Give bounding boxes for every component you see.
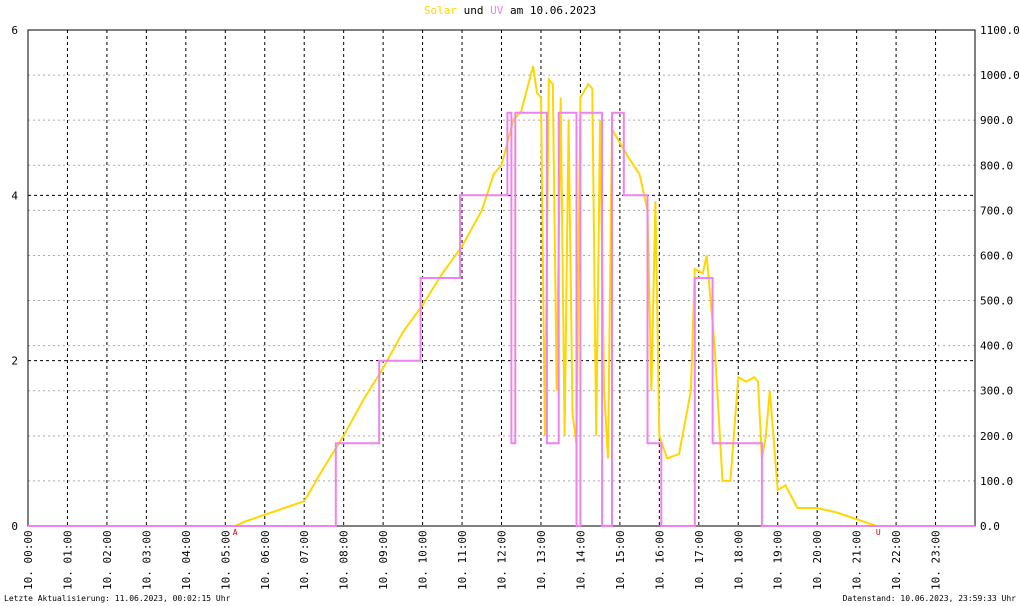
annotation: U (876, 528, 881, 537)
footer-left: Letzte Aktualisierung: 11.06.2023, 00:02… (4, 594, 231, 603)
y-tick-label: 4 (11, 189, 18, 202)
x-tick-label: 10. 04:00 (180, 530, 193, 590)
x-tick-label: 10. 12:00 (496, 530, 509, 590)
title-uv: UV (490, 4, 504, 17)
x-tick-label: 10. 10:00 (417, 530, 430, 590)
y2-tick-label: 700.0 (980, 204, 1013, 217)
x-tick-label: 10. 08:00 (338, 530, 351, 590)
title-date: am 10.06.2023 (510, 4, 596, 17)
y2-tick-label: 800.0 (980, 159, 1013, 172)
x-tick-label: 10. 16:00 (653, 530, 666, 590)
y2-tick-label: 1100.0 (980, 24, 1020, 37)
y2-tick-label: 600.0 (980, 249, 1013, 262)
x-tick-label: 10. 05:00 (219, 530, 232, 590)
x-tick-label: 10. 06:00 (259, 530, 272, 590)
y-tick-label: 6 (11, 24, 18, 37)
x-tick-label: 10. 19:00 (772, 530, 785, 590)
title-solar: Solar (424, 4, 457, 17)
chart-title: Solar und UV am 10.06.2023 (424, 4, 596, 17)
y-tick-label: 2 (11, 355, 18, 368)
plot-frame (27, 29, 976, 527)
x-tick-label: 10. 20:00 (811, 530, 824, 590)
x-tick-label: 10. 18:00 (732, 530, 745, 590)
footer-right: Datenstand: 10.06.2023, 23:59:33 Uhr (843, 594, 1017, 603)
x-tick-label: 10. 15:00 (614, 530, 627, 590)
y2-tick-label: 0.0 (980, 520, 1000, 533)
x-tick-label: 10. 07:00 (298, 530, 311, 590)
y2-tick-label: 500.0 (980, 295, 1013, 308)
x-tick-label: 10. 23:00 (930, 530, 943, 590)
x-tick-label: 10. 17:00 (693, 530, 706, 590)
y-tick-label: 0 (11, 520, 18, 533)
x-tick-label: 10. 14:00 (574, 530, 587, 590)
x-tick-label: 10. 22:00 (890, 530, 903, 590)
y2-tick-label: 100.0 (980, 475, 1013, 488)
x-tick-label: 10. 11:00 (456, 530, 469, 590)
title-and: und (464, 4, 484, 17)
x-tick-label: 10. 21:00 (851, 530, 864, 590)
x-tick-label: 10. 02:00 (101, 530, 114, 590)
series-line (28, 111, 975, 527)
annotation: A (233, 528, 238, 537)
y2-tick-label: 400.0 (980, 340, 1013, 353)
x-tick-label: 10. 01:00 (61, 530, 74, 590)
y2-tick-label: 900.0 (980, 114, 1013, 127)
x-tick-label: 10. 09:00 (377, 530, 390, 590)
x-tick-label: 10. 13:00 (535, 530, 548, 590)
y2-tick-label: 300.0 (980, 385, 1013, 398)
y2-tick-label: 1000.0 (980, 69, 1020, 82)
series-line (28, 65, 975, 527)
y2-tick-label: 200.0 (980, 430, 1013, 443)
x-tick-label: 10. 03:00 (140, 530, 153, 590)
x-tick-label: 10. 00:00 (22, 530, 35, 590)
